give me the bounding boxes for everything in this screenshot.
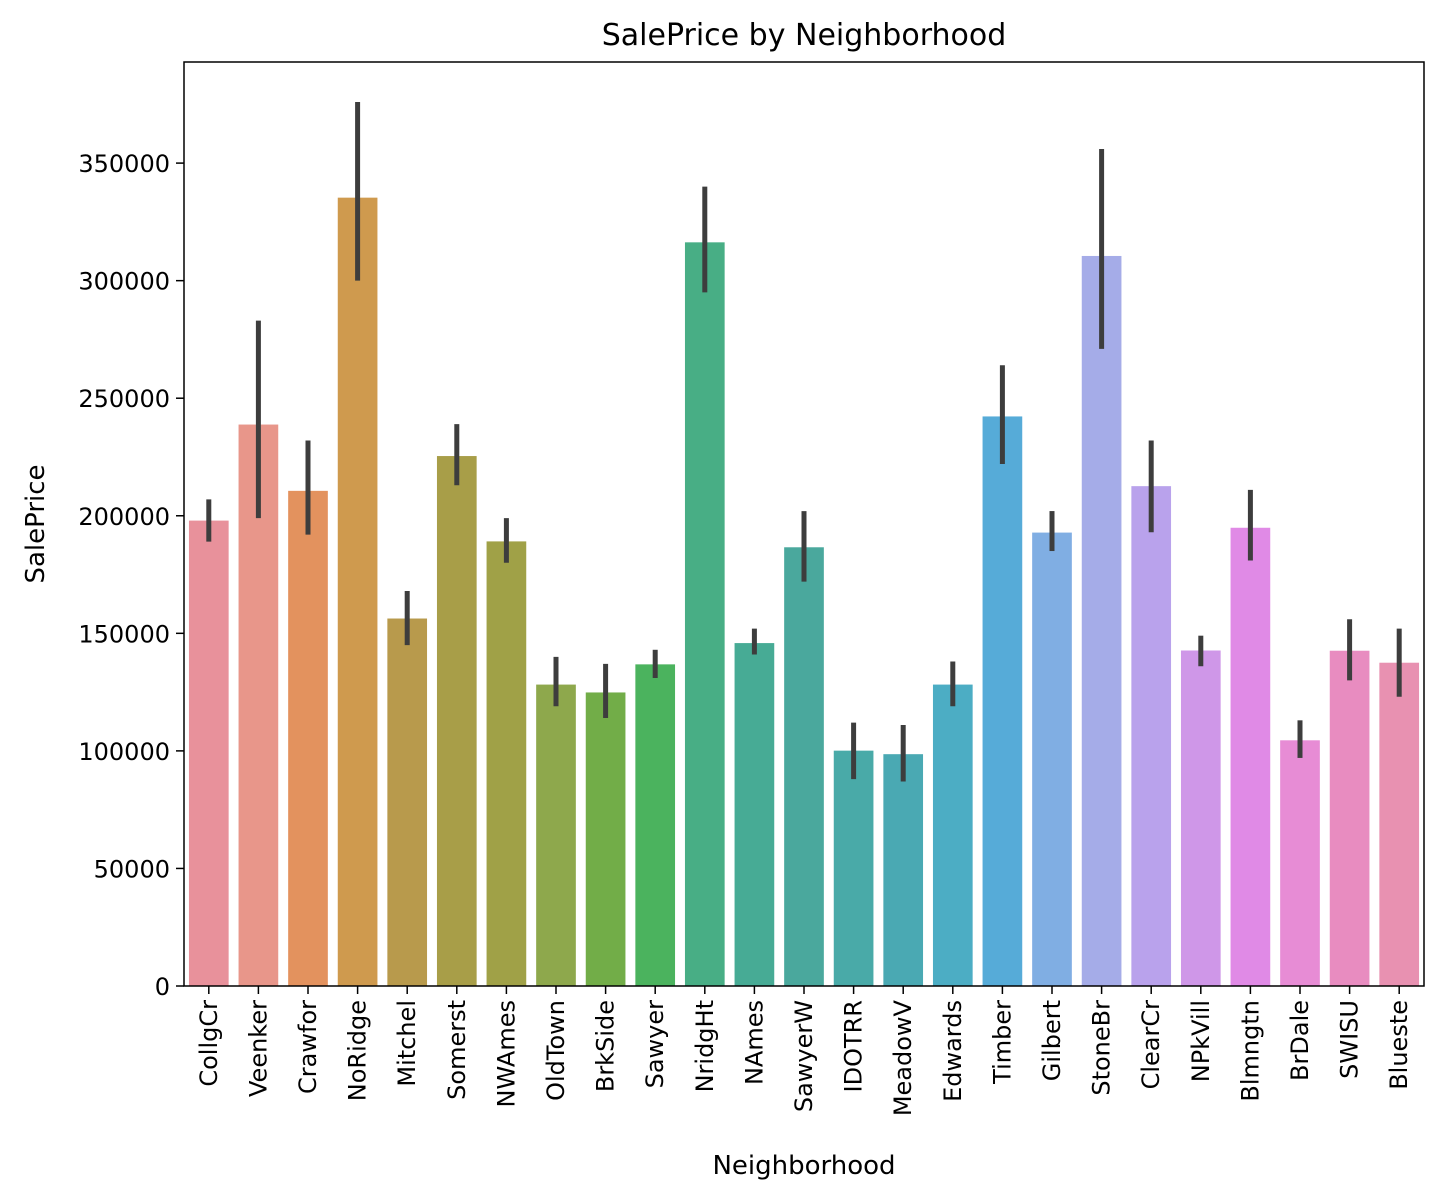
x-tick-label: Veenker bbox=[244, 1000, 272, 1097]
bar-Gilbert bbox=[1032, 532, 1072, 986]
x-tick-label: ClearCr bbox=[1137, 1000, 1165, 1090]
x-axis: CollgCr Veenker Crawfor NoRidge Mitchel Somer… bbox=[195, 986, 1413, 1116]
bar-OldTown bbox=[536, 684, 576, 986]
bar-NAmes bbox=[734, 643, 775, 986]
x-tick-label: Blmngtn bbox=[1236, 1000, 1264, 1102]
bar-MeadowV bbox=[883, 754, 924, 986]
x-tick-label: CollgCr bbox=[195, 1000, 223, 1087]
x-tick-label: NPkVill bbox=[1187, 1000, 1215, 1082]
bar-ClearCr bbox=[1131, 486, 1172, 986]
bar-Timber bbox=[982, 416, 1023, 986]
bar-NPkVill bbox=[1180, 650, 1221, 986]
bar-Blueste bbox=[1379, 662, 1420, 986]
x-tick-label: Sawyer bbox=[641, 1000, 669, 1089]
chart-title: SalePrice by Neighborhood bbox=[602, 18, 1007, 53]
bar-Blmngtn bbox=[1230, 527, 1271, 986]
bar-Somerst bbox=[436, 456, 477, 987]
x-tick-label: NoRidge bbox=[344, 1000, 372, 1101]
y-tick-label: 0 bbox=[155, 973, 170, 1001]
x-tick-label: Somerst bbox=[443, 1000, 471, 1100]
bar-IDOTRR bbox=[833, 750, 874, 986]
bar-Edwards bbox=[932, 684, 973, 986]
y-tick-label: 200000 bbox=[78, 503, 170, 531]
x-tick-label: SawyerW bbox=[790, 1000, 818, 1112]
x-tick-label: SWISU bbox=[1336, 1000, 1364, 1079]
y-axis-label: SalePrice bbox=[21, 464, 51, 583]
bars-layer bbox=[188, 197, 1420, 987]
x-tick-label: Timber bbox=[988, 1000, 1016, 1085]
x-tick-label: Gilbert bbox=[1038, 1000, 1066, 1081]
bar-BrDale bbox=[1280, 740, 1320, 986]
y-tick-label: 250000 bbox=[78, 385, 170, 413]
y-tick-label: 150000 bbox=[78, 620, 170, 648]
y-tick-label: 100000 bbox=[78, 738, 170, 766]
bar-Sawyer bbox=[635, 664, 676, 986]
bar-BrkSide bbox=[585, 692, 626, 986]
y-tick-label: 300000 bbox=[78, 268, 170, 296]
y-tick-label: 50000 bbox=[94, 855, 170, 883]
x-tick-label: Blueste bbox=[1385, 1000, 1413, 1090]
bar-SawyerW bbox=[784, 547, 824, 986]
x-tick-label: Mitchel bbox=[393, 1000, 421, 1087]
x-tick-label: Edwards bbox=[939, 1000, 967, 1102]
bar-NoRidge bbox=[337, 197, 378, 986]
x-axis-label: Neighborhood bbox=[712, 1151, 895, 1181]
bar-NridgHt bbox=[684, 242, 725, 986]
x-tick-label: MeadowV bbox=[889, 999, 917, 1116]
x-tick-label: NridgHt bbox=[691, 1000, 719, 1092]
x-tick-label: OldTown bbox=[542, 1000, 570, 1101]
x-tick-label: BrkSide bbox=[592, 1000, 620, 1092]
x-tick-label: StoneBr bbox=[1088, 1000, 1116, 1096]
x-tick-label: Crawfor bbox=[294, 1000, 322, 1094]
bar-NWAmes bbox=[486, 541, 527, 986]
bar-StoneBr bbox=[1081, 255, 1122, 986]
y-tick-label: 350000 bbox=[78, 150, 170, 178]
x-tick-label: IDOTRR bbox=[840, 1000, 868, 1092]
x-tick-label: NWAmes bbox=[492, 1000, 520, 1107]
x-tick-label: NAmes bbox=[740, 1000, 768, 1085]
y-axis: 0 50000 100000 150000 200000 250000 300000 3500… bbox=[78, 150, 184, 1001]
x-tick-label: BrDale bbox=[1286, 1000, 1314, 1081]
error-bars-layer bbox=[206, 101, 1402, 782]
bar-Mitchel bbox=[387, 618, 428, 986]
bar-CollgCr bbox=[188, 520, 229, 986]
bar-SWISU bbox=[1329, 650, 1370, 986]
bar-Crawfor bbox=[288, 490, 328, 986]
